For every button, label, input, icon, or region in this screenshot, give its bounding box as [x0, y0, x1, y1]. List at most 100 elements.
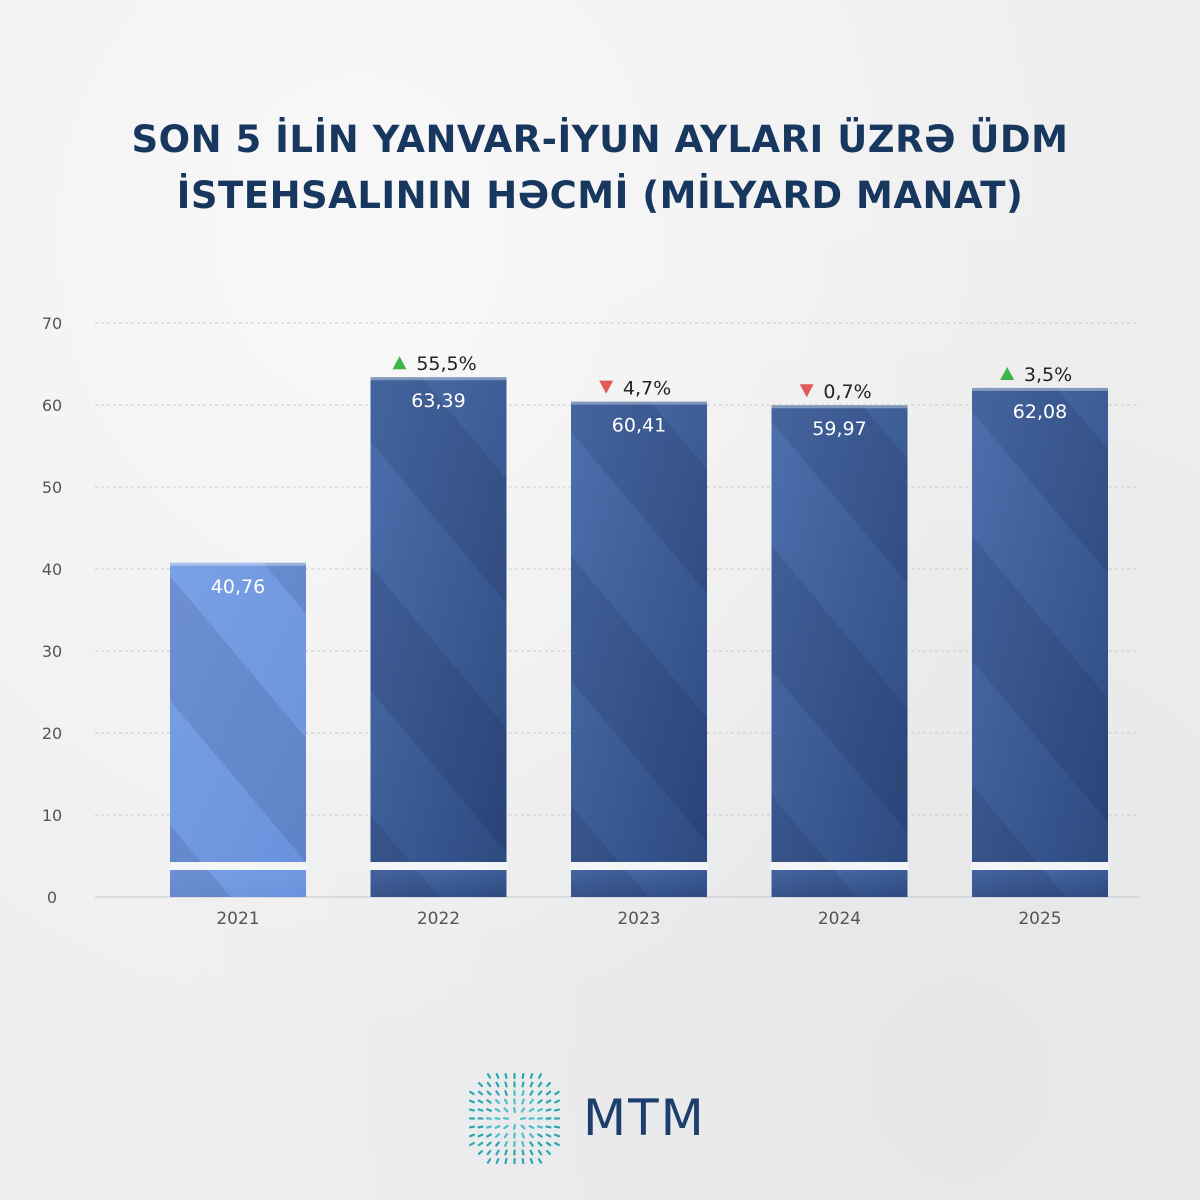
bar-group	[570, 401, 708, 897]
bar-stripe	[370, 377, 507, 862]
logo-ray	[486, 1108, 492, 1112]
logo-ray	[521, 1157, 525, 1165]
logo-ray	[545, 1149, 552, 1156]
logo-ray	[495, 1149, 500, 1156]
bar-base-stripe	[771, 870, 908, 897]
down-arrow-icon	[799, 384, 814, 398]
logo-ray	[529, 1073, 534, 1079]
logo-ray	[513, 1106, 516, 1114]
bar-top-edge	[170, 562, 306, 566]
logo-ray	[520, 1107, 526, 1113]
logo-ray	[554, 1141, 560, 1147]
logo-ray	[477, 1108, 484, 1112]
logo-ray	[537, 1141, 543, 1147]
logo-ray	[553, 1125, 561, 1129]
logo-ray	[495, 1158, 500, 1164]
bar-group	[169, 562, 307, 897]
change-label: 55,5%	[416, 353, 476, 375]
logo-ray	[477, 1141, 484, 1147]
logo-ray	[504, 1072, 508, 1080]
logo-ray	[529, 1098, 534, 1105]
bar-value-label: 60,41	[612, 415, 666, 437]
bar-value-label: 40,76	[211, 576, 265, 598]
bar-stripe	[972, 387, 1108, 862]
up-arrow-icon	[1000, 366, 1015, 380]
logo-ray	[495, 1090, 500, 1096]
y-tick-label: 0	[47, 888, 57, 907]
logo-ray	[512, 1123, 517, 1131]
logo-ray	[502, 1117, 510, 1120]
logo-ray	[521, 1098, 525, 1105]
up-arrow-icon	[392, 356, 407, 370]
logo-ray	[477, 1150, 484, 1155]
logo-ray	[504, 1149, 508, 1156]
bar-stripe	[571, 401, 707, 862]
logo-ray	[469, 1141, 475, 1147]
logo-ray	[520, 1124, 526, 1130]
logo-ray	[545, 1133, 552, 1138]
down-arrow-icon	[599, 380, 614, 394]
logo-ray	[529, 1158, 534, 1164]
logo-ray	[485, 1125, 493, 1129]
logo-ray	[537, 1073, 543, 1079]
bar-stripe	[170, 562, 306, 862]
logo-ray	[486, 1158, 492, 1164]
bar-value-label: 63,39	[411, 390, 465, 412]
bar-group	[770, 405, 909, 897]
logo-ray	[521, 1072, 525, 1080]
logo-ray	[519, 1116, 527, 1121]
chart-title: SON 5 İLİN YANVAR-İYUN AYLARI ÜZRƏ ÜDM İ…	[0, 112, 1200, 224]
change-label: 4,7%	[623, 378, 671, 400]
logo-ray	[494, 1133, 501, 1138]
bar-break	[570, 862, 708, 870]
bar-break	[369, 862, 508, 870]
logo-ray	[486, 1149, 492, 1156]
bar-top-edge	[771, 405, 908, 409]
y-tick-label: 50	[42, 478, 62, 497]
logo-ray	[486, 1099, 492, 1104]
logo-ray	[529, 1090, 534, 1096]
logo-ray	[495, 1141, 500, 1147]
logo-ray	[528, 1125, 535, 1129]
logo-ray	[554, 1099, 560, 1104]
bar-break	[971, 862, 1109, 870]
bar-stripe	[771, 405, 908, 862]
logo-ray	[486, 1073, 492, 1079]
logo-ray	[477, 1125, 484, 1129]
logo-ray	[554, 1133, 560, 1138]
logo-ray	[469, 1090, 475, 1096]
logo-ray	[495, 1081, 500, 1088]
bar-break	[770, 862, 909, 870]
logo-ray	[494, 1098, 501, 1105]
logo-ray	[486, 1081, 492, 1088]
chart-title-line-1: SON 5 İLİN YANVAR-İYUN AYLARI ÜZRƏ ÜDM	[131, 118, 1069, 161]
mtm-logo-icon	[468, 1072, 561, 1165]
bar-base-stripe	[571, 870, 707, 897]
x-tick-label: 2023	[617, 909, 660, 929]
logo-ray	[521, 1081, 525, 1088]
chart-title-line-2: İSTEHSALININ HƏCMİ (MİLYARD MANAT)	[176, 174, 1024, 217]
logo-ray	[477, 1133, 484, 1138]
logo-ray	[545, 1125, 552, 1129]
y-tick-label: 70	[42, 314, 62, 333]
logo-ray	[529, 1149, 534, 1156]
logo-ray	[537, 1081, 543, 1088]
logo-ray	[545, 1141, 552, 1147]
change-label: 3,5%	[1024, 364, 1072, 386]
logo-ray	[545, 1108, 552, 1112]
x-tick-label: 2024	[818, 909, 861, 929]
logo-ray	[503, 1107, 509, 1113]
logo-ray	[536, 1125, 544, 1129]
logo-ray	[504, 1081, 508, 1088]
logo-ray	[521, 1132, 525, 1139]
x-tick-label: 2022	[417, 909, 460, 929]
bar-top-edge	[370, 377, 507, 381]
x-tick-label: 2025	[1018, 909, 1061, 929]
logo-ray	[528, 1107, 535, 1113]
logo-ray	[504, 1157, 508, 1165]
logo-ray	[521, 1149, 525, 1156]
bar-top-edge	[571, 401, 707, 405]
bar-group	[971, 387, 1109, 897]
logo-ray	[494, 1125, 501, 1129]
